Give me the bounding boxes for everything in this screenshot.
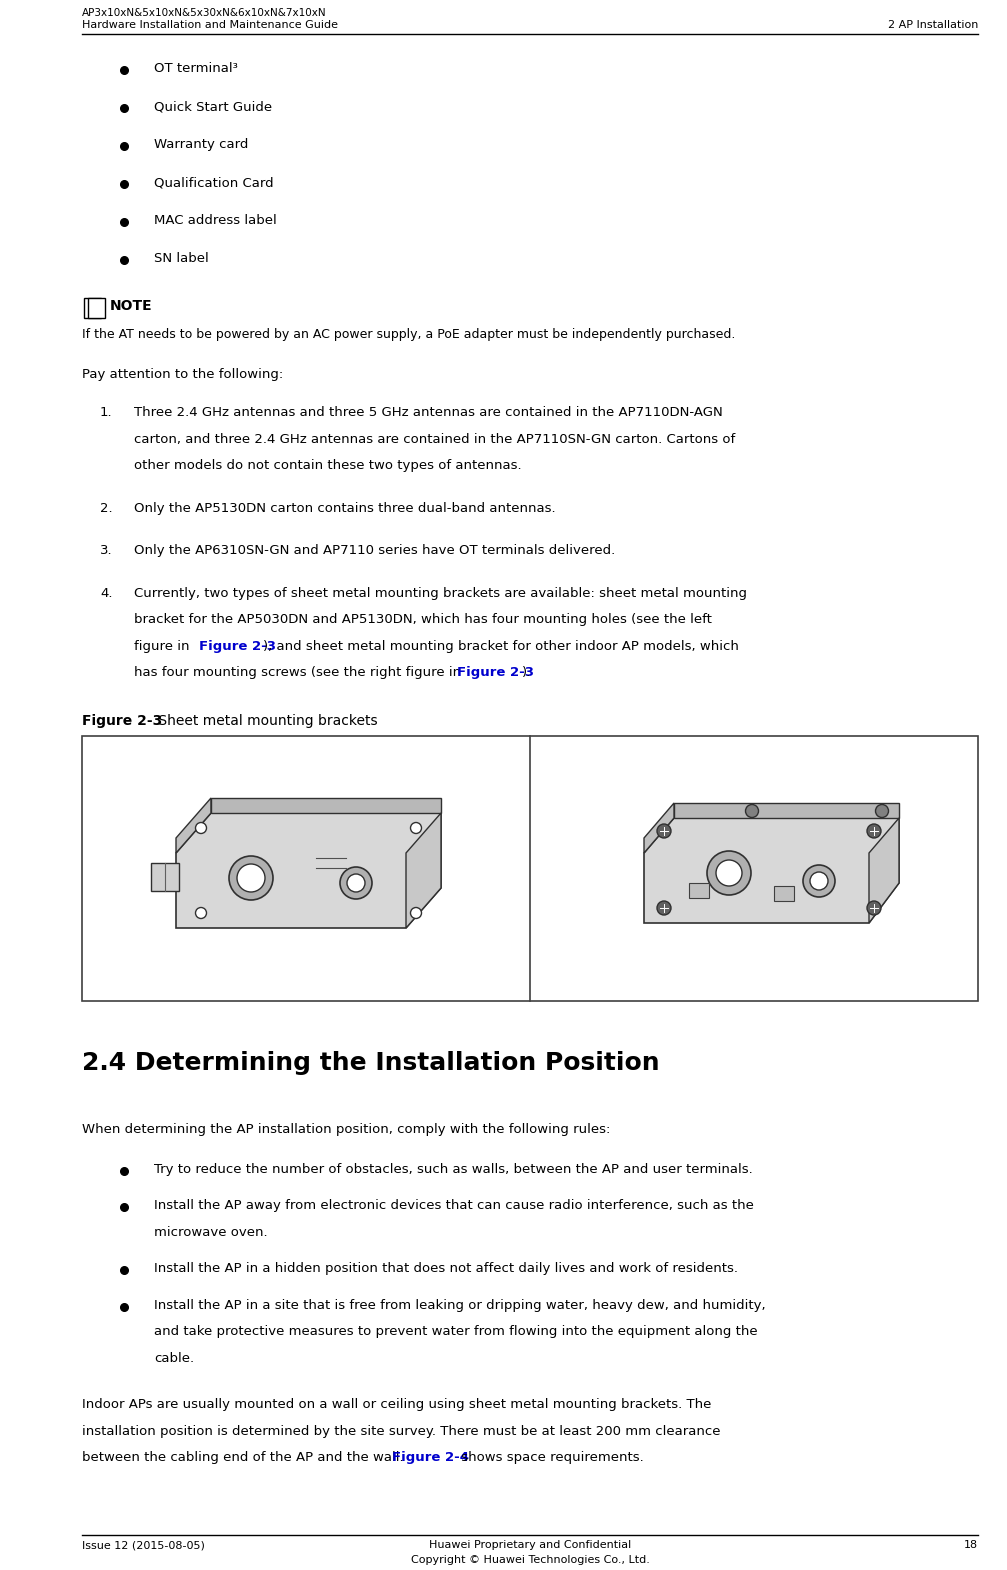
- Text: Copyright © Huawei Technologies Co., Ltd.: Copyright © Huawei Technologies Co., Ltd…: [411, 1554, 650, 1565]
- Text: 2 AP Installation: 2 AP Installation: [887, 20, 978, 30]
- Text: Try to reduce the number of obstacles, such as walls, between the AP and user te: Try to reduce the number of obstacles, s…: [154, 1162, 753, 1176]
- Text: and take protective measures to prevent water from flowing into the equipment al: and take protective measures to prevent …: [154, 1325, 757, 1338]
- Text: carton, and three 2.4 GHz antennas are contained in the AP7110SN-GN carton. Cart: carton, and three 2.4 GHz antennas are c…: [134, 432, 735, 446]
- Circle shape: [810, 871, 828, 890]
- Text: Three 2.4 GHz antennas and three 5 GHz antennas are contained in the AP7110DN-AG: Three 2.4 GHz antennas and three 5 GHz a…: [134, 407, 723, 419]
- Polygon shape: [176, 813, 441, 928]
- Circle shape: [195, 823, 206, 834]
- Text: Install the AP away from electronic devices that can cause radio interference, s: Install the AP away from electronic devi…: [154, 1199, 754, 1212]
- Bar: [151, 864, 179, 892]
- Polygon shape: [644, 818, 899, 923]
- Circle shape: [411, 823, 422, 834]
- Circle shape: [657, 901, 671, 915]
- Text: Figure 2-3: Figure 2-3: [198, 639, 276, 653]
- Circle shape: [716, 860, 742, 885]
- Circle shape: [745, 804, 758, 818]
- Text: 4.: 4.: [100, 587, 113, 600]
- Bar: [82, 735, 978, 1000]
- Text: Warranty card: Warranty card: [154, 138, 249, 151]
- Text: Currently, two types of sheet metal mounting brackets are available: sheet metal: Currently, two types of sheet metal moun…: [134, 587, 747, 600]
- Text: Indoor APs are usually mounted on a wall or ceiling using sheet metal mounting b: Indoor APs are usually mounted on a wall…: [82, 1397, 711, 1411]
- Text: bracket for the AP5030DN and AP5130DN, which has four mounting holes (see the le: bracket for the AP5030DN and AP5130DN, w…: [134, 612, 712, 626]
- Bar: [774, 885, 794, 901]
- Text: ), and sheet metal mounting bracket for other indoor AP models, which: ), and sheet metal mounting bracket for …: [263, 639, 739, 653]
- Text: microwave oven.: microwave oven.: [154, 1226, 268, 1239]
- Circle shape: [867, 901, 881, 915]
- Circle shape: [657, 824, 671, 838]
- Text: Figure 2-4: Figure 2-4: [392, 1451, 469, 1463]
- Polygon shape: [406, 813, 441, 928]
- Circle shape: [195, 907, 206, 918]
- Text: NOTE: NOTE: [110, 298, 153, 312]
- Text: Only the AP5130DN carton contains three dual-band antennas.: Only the AP5130DN carton contains three …: [134, 501, 556, 515]
- Circle shape: [867, 824, 881, 838]
- Text: AP3x10xN&5x10xN&5x30xN&6x10xN&7x10xN: AP3x10xN&5x10xN&5x30xN&6x10xN&7x10xN: [82, 8, 326, 17]
- Text: SN label: SN label: [154, 253, 208, 265]
- Text: Issue 12 (2015-08-05): Issue 12 (2015-08-05): [82, 1540, 204, 1550]
- Text: MAC address label: MAC address label: [154, 214, 277, 228]
- Text: 2.4 Determining the Installation Position: 2.4 Determining the Installation Positio…: [82, 1050, 660, 1074]
- Polygon shape: [674, 802, 899, 818]
- Text: Sheet metal mounting brackets: Sheet metal mounting brackets: [154, 713, 378, 727]
- Circle shape: [229, 856, 273, 900]
- Circle shape: [237, 864, 265, 892]
- Polygon shape: [644, 802, 674, 853]
- Text: Quick Start Guide: Quick Start Guide: [154, 100, 272, 113]
- Polygon shape: [211, 798, 441, 813]
- Text: figure in: figure in: [134, 639, 193, 653]
- Text: Install the AP in a site that is free from leaking or dripping water, heavy dew,: Install the AP in a site that is free fr…: [154, 1298, 765, 1311]
- Circle shape: [340, 867, 372, 900]
- Bar: [84, 298, 101, 319]
- Bar: [689, 882, 709, 898]
- Text: 2.: 2.: [100, 501, 113, 515]
- Circle shape: [347, 874, 365, 892]
- Text: cable.: cable.: [154, 1352, 194, 1364]
- Text: 3.: 3.: [100, 543, 113, 557]
- Bar: [88, 298, 105, 319]
- Text: Figure 2-3: Figure 2-3: [82, 713, 162, 727]
- Text: Huawei Proprietary and Confidential: Huawei Proprietary and Confidential: [429, 1540, 631, 1550]
- Circle shape: [411, 907, 422, 918]
- Polygon shape: [869, 818, 899, 923]
- Polygon shape: [176, 798, 211, 853]
- Text: Figure 2-3: Figure 2-3: [457, 666, 534, 678]
- Text: Qualification Card: Qualification Card: [154, 176, 274, 188]
- Circle shape: [707, 851, 751, 895]
- Text: shows space requirements.: shows space requirements.: [457, 1451, 643, 1463]
- Circle shape: [875, 804, 888, 818]
- Text: Only the AP6310SN-GN and AP7110 series have OT terminals delivered.: Only the AP6310SN-GN and AP7110 series h…: [134, 543, 615, 557]
- Text: between the cabling end of the AP and the wall.: between the cabling end of the AP and th…: [82, 1451, 408, 1463]
- Text: 18: 18: [964, 1540, 978, 1550]
- Text: other models do not contain these two types of antennas.: other models do not contain these two ty…: [134, 458, 522, 473]
- Text: ).: ).: [522, 666, 531, 678]
- Text: When determining the AP installation position, comply with the following rules:: When determining the AP installation pos…: [82, 1123, 610, 1135]
- Text: OT terminal³: OT terminal³: [154, 61, 238, 75]
- Text: installation position is determined by the site survey. There must be at least 2: installation position is determined by t…: [82, 1424, 720, 1438]
- Text: If the AT needs to be powered by an AC power supply, a PoE adapter must be indep: If the AT needs to be powered by an AC p…: [82, 328, 735, 341]
- Circle shape: [803, 865, 835, 896]
- Text: 1.: 1.: [100, 407, 113, 419]
- Text: Install the AP in a hidden position that does not affect daily lives and work of: Install the AP in a hidden position that…: [154, 1262, 738, 1275]
- Text: Pay attention to the following:: Pay attention to the following:: [82, 367, 283, 382]
- Text: Hardware Installation and Maintenance Guide: Hardware Installation and Maintenance Gu…: [82, 20, 338, 30]
- Text: has four mounting screws (see the right figure in: has four mounting screws (see the right …: [134, 666, 465, 678]
